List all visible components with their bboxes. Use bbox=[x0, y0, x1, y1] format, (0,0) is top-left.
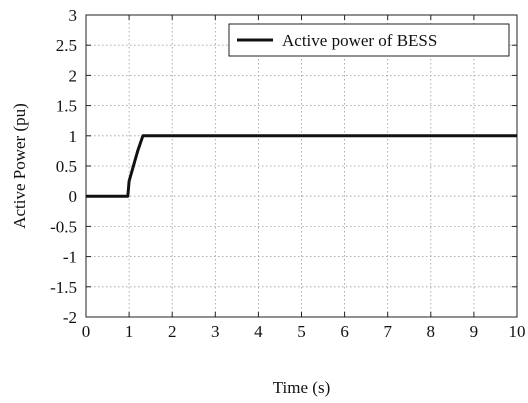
y-tick-label: 0 bbox=[69, 187, 78, 206]
y-tick-label: 2 bbox=[69, 66, 78, 85]
series-line-0 bbox=[86, 134, 517, 198]
y-axis-title: Active Power (pu) bbox=[10, 103, 29, 229]
x-tick-label: 2 bbox=[168, 322, 177, 341]
x-axis-title: Time (s) bbox=[273, 378, 330, 397]
x-tick-label: 1 bbox=[125, 322, 134, 341]
x-tick-label: 0 bbox=[82, 322, 91, 341]
y-tick-label: 1 bbox=[69, 127, 78, 146]
y-tick-label: 1.5 bbox=[56, 97, 77, 116]
y-tick-label: -1 bbox=[63, 248, 77, 267]
x-tick-label: 4 bbox=[254, 322, 263, 341]
x-tick-label: 5 bbox=[297, 322, 306, 341]
x-tick-label: 3 bbox=[211, 322, 220, 341]
y-tick-label: -0.5 bbox=[50, 217, 77, 236]
x-tick-label: 8 bbox=[427, 322, 436, 341]
y-tick-label: 2.5 bbox=[56, 36, 77, 55]
x-tick-label: 7 bbox=[383, 322, 392, 341]
series-lines bbox=[86, 134, 517, 198]
legend-label: Active power of BESS bbox=[282, 31, 437, 50]
y-tick-label: -1.5 bbox=[50, 278, 77, 297]
x-tick-label: 10 bbox=[509, 322, 526, 341]
legend: Active power of BESS bbox=[228, 23, 510, 57]
grid bbox=[86, 15, 517, 317]
legend-box bbox=[228, 23, 510, 57]
x-tick-label: 9 bbox=[470, 322, 479, 341]
y-tick-label: -2 bbox=[63, 308, 77, 327]
x-tick-label: 6 bbox=[340, 322, 349, 341]
y-tick-label: 0.5 bbox=[56, 157, 77, 176]
y-tick-label: 3 bbox=[69, 6, 78, 25]
axis-ticks: 0 1 2 3 4 5 6 7 8 9 10 -2 -1.5 -1 -0.5 0 0.5 1 1.5 2 2.5 3 bbox=[50, 6, 525, 341]
